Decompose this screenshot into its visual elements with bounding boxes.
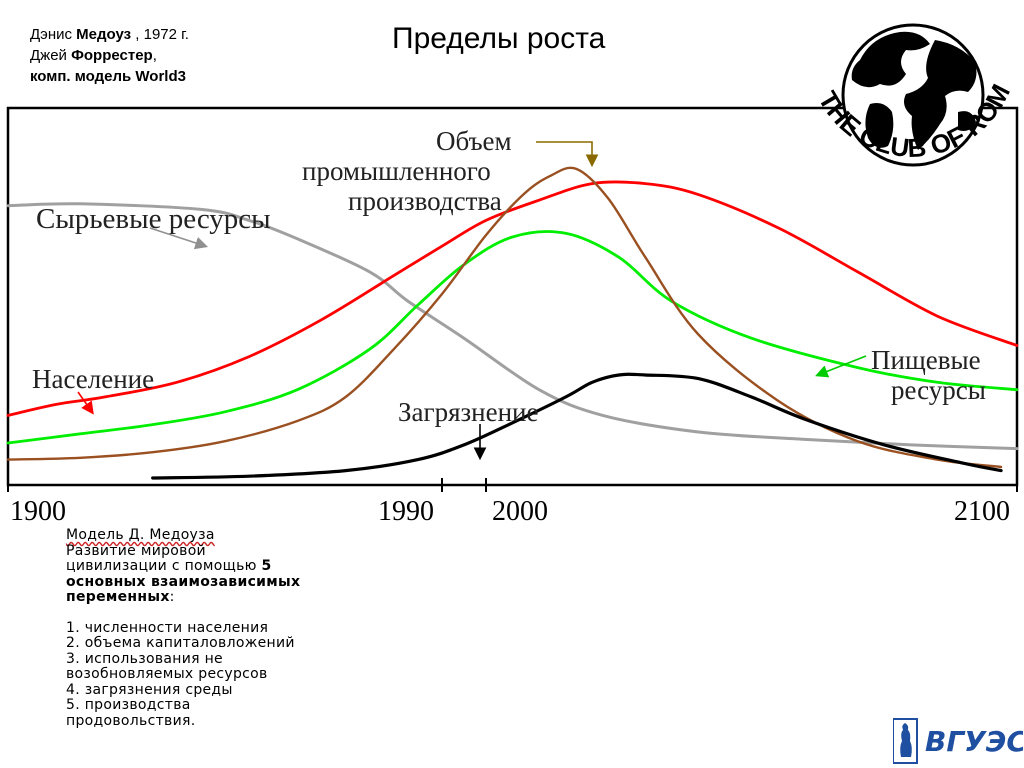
- label-food-line-2: ресурсы: [891, 375, 986, 405]
- x-tick-label-1990: 1990: [378, 496, 434, 525]
- series-food: [6, 230, 1019, 445]
- series-industrial-output: [6, 166, 1003, 469]
- authors-line-3: комп. модель World3: [30, 66, 189, 87]
- x-tick-label-2000: 2000: [492, 496, 548, 525]
- university-logo-text: ВГУЭС: [925, 725, 1023, 758]
- desc-line-4: основных взаимозависимых: [66, 573, 301, 590]
- desc-item: 1. численности населения: [66, 619, 269, 636]
- desc-line-1: Модель Д. Медоуза: [66, 527, 215, 543]
- label-food-line-1: Пищевые: [871, 345, 981, 375]
- label-industrial: Объем промышленного производства: [302, 126, 518, 216]
- desc-item: 3. использования не: [66, 650, 223, 667]
- authors-line-1: Дэнис Медоуз , 1972 г.: [30, 24, 189, 45]
- arrow-resources: [149, 227, 209, 250]
- label-industrial-line-3: производства: [348, 186, 502, 216]
- university-logo: ВГУЭС: [893, 718, 1023, 764]
- author-prefix-2: Джей: [30, 47, 72, 64]
- x-tick-label-2100: 2100: [954, 496, 1010, 525]
- desc-item: 4. загрязнения среды: [66, 681, 233, 698]
- author-comma: ,: [152, 47, 157, 64]
- desc-line-3: цивилизации с помощью 5: [66, 558, 300, 575]
- author-name-forrester: Форрестер: [71, 47, 153, 64]
- globe-icon: [841, 23, 985, 167]
- author-prefix: Дэнис: [30, 26, 77, 43]
- label-pollution: Загрязнение: [398, 397, 539, 427]
- page-title: Пределы роста: [392, 22, 606, 55]
- chart-svg: 1900 1990 2000 2100 Объем промышленного …: [0, 0, 1019, 525]
- label-resources: Сырьевые ресурсы: [36, 203, 271, 235]
- arrow-food: [815, 355, 867, 378]
- arrow-population: [77, 391, 94, 415]
- label-food: Пищевые ресурсы: [871, 345, 987, 405]
- desc-line-5-bold: переменных: [66, 589, 170, 605]
- desc-line-5: переменных:: [66, 589, 300, 606]
- arrow-industrial: [536, 141, 599, 168]
- author-year: , 1972 г.: [131, 26, 189, 43]
- authors-block: Дэнис Медоуз , 1972 г. Джей Форрестер, к…: [30, 24, 189, 87]
- desc-item: 5. производства: [66, 697, 191, 713]
- label-industrial-line-1: Объем: [436, 126, 512, 156]
- series-population: [6, 180, 1019, 417]
- author-name-meadows: Медоуз: [76, 26, 132, 43]
- statue-icon: [893, 718, 918, 764]
- x-tick-label-1900: 1900: [10, 496, 66, 525]
- label-industrial-line-2: промышленного: [302, 156, 491, 186]
- model-name: комп. модель World3: [30, 68, 186, 85]
- desc-line-3-bold: 5: [261, 558, 272, 574]
- series-raw-resources: [6, 202, 1019, 451]
- model-description: Модель Д. Медоуза Развитие мировой цивил…: [66, 527, 301, 729]
- label-population: Население: [32, 364, 154, 394]
- chart-frame: [6, 106, 1019, 487]
- desc-line-5-colon: :: [169, 589, 175, 605]
- series-pollution: [151, 372, 1003, 480]
- desc-item: 2. объема капиталовложений: [66, 635, 295, 651]
- desc-line-3-text: цивилизации с помощью: [66, 558, 262, 574]
- desc-item: продовольствия.: [66, 712, 196, 729]
- desc-item: возобновляемых ресурсов: [66, 666, 268, 682]
- series-group: [6, 166, 1019, 480]
- desc-spacer: [66, 606, 300, 621]
- desc-line-2: Развитие мировой: [66, 542, 206, 559]
- authors-line-2: Джей Форрестер,: [30, 45, 189, 66]
